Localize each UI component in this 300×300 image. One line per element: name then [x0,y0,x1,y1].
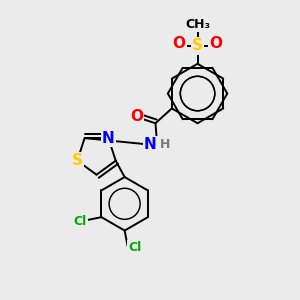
Text: O: O [130,109,143,124]
Text: S: S [72,153,83,168]
Text: N: N [144,137,157,152]
Text: CH₃: CH₃ [185,18,210,31]
Text: S: S [192,38,203,53]
Text: Cl: Cl [74,215,87,228]
Text: Cl: Cl [128,241,142,254]
Text: N: N [102,130,115,146]
Text: O: O [172,36,186,51]
Text: O: O [209,36,223,51]
Text: H: H [160,138,170,151]
